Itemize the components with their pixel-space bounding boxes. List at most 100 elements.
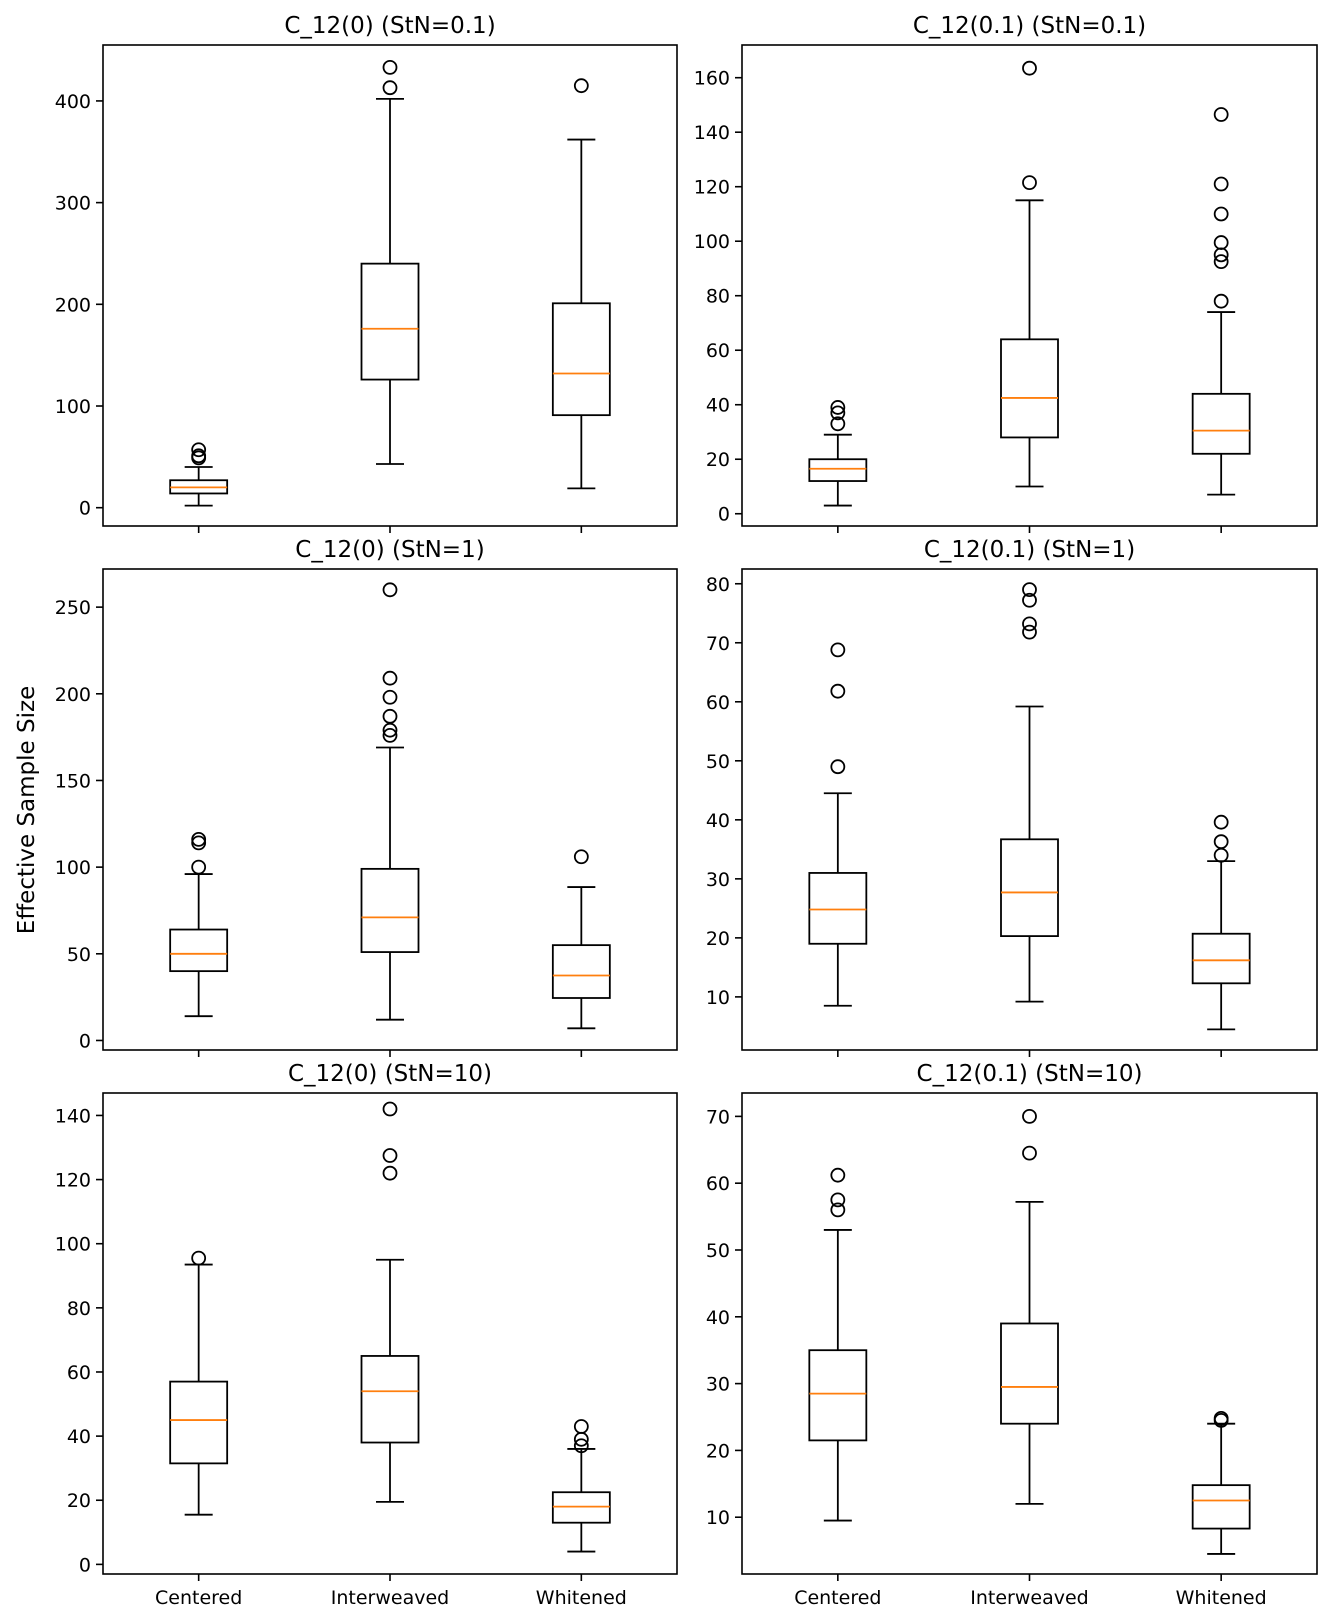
box-interweaved: [1000, 582, 1059, 1003]
y-tick-label: 250: [55, 597, 91, 619]
box-iqr: [1000, 1322, 1059, 1425]
y-tick-label: 50: [67, 944, 91, 966]
outlier-point: [191, 832, 207, 847]
y-tick-label: 10: [706, 1507, 730, 1529]
y-tick-label: 70: [706, 633, 730, 655]
outlier-point: [1022, 616, 1037, 632]
outlier-point: [1213, 107, 1229, 122]
outlier-point: [1213, 834, 1229, 850]
outlier-point: [1213, 176, 1229, 192]
y-tick-label: 50: [706, 1240, 730, 1262]
outlier-point: [191, 448, 207, 464]
outlier-point: [1022, 60, 1037, 76]
axes-frame: [741, 44, 1318, 527]
x-tick-label: Interweaved: [970, 1587, 1088, 1609]
box-centered: [808, 400, 868, 507]
x-tick-label: Whitened: [1176, 1587, 1267, 1609]
y-tick-label: 40: [706, 395, 730, 417]
panel-title: C_12(0) (StN=0.1): [284, 13, 495, 39]
box-iqr: [551, 944, 611, 999]
outlier-point: [1022, 1145, 1037, 1161]
outlier-point: [382, 689, 398, 705]
box-iqr: [1000, 838, 1059, 937]
box-whitened: [1191, 1410, 1251, 1555]
y-tick-label: 0: [718, 504, 730, 526]
y-tick-label: 0: [79, 1030, 91, 1052]
box-iqr: [1191, 392, 1251, 455]
x-tick-label: Whitened: [536, 1587, 627, 1609]
panel-4: C_12(0.1) (StN=1) 10 20 30 40 50 60 70 80: [706, 537, 1318, 1057]
box-whitened: [551, 849, 611, 1030]
y-tick-label: 40: [67, 1426, 91, 1448]
outlier-point: [1022, 175, 1037, 191]
box-whitened: [1191, 107, 1251, 496]
panel-title: C_12(0.1) (StN=10): [917, 1061, 1143, 1087]
panels: C_12(0) (StN=0.1)0100200300400C_12(0.1) …: [55, 13, 1318, 1609]
box-interweaved: [1000, 1108, 1059, 1505]
panel-1: C_12(0) (StN=0.1) 0 100 200 300 400: [55, 13, 678, 533]
y-tick-label: 80: [706, 574, 730, 596]
y-tick-label: 300: [55, 193, 91, 215]
outlier-point: [382, 80, 398, 96]
panel-title: C_12(0) (StN=1): [295, 537, 484, 563]
outlier-point: [830, 405, 846, 421]
outlier-point: [382, 59, 398, 75]
outlier-point: [830, 683, 846, 699]
y-tick-label: 40: [706, 810, 730, 832]
outlier-point: [1022, 1108, 1037, 1124]
y-tick-label: 60: [706, 340, 730, 362]
panel-2: C_12(0.1) (StN=0.1) 0 20 40 60 80 100 120 140 160: [694, 13, 1318, 533]
y-tick-label: 10: [706, 987, 730, 1009]
box-iqr: [808, 1349, 868, 1442]
panel-3: C_12(0) (StN=1) 0 50 100 150 200 250: [55, 537, 678, 1057]
box-iqr: [1191, 1484, 1251, 1530]
outlier-point: [830, 1192, 846, 1208]
box-centered: [169, 442, 229, 507]
outlier-point: [573, 1419, 589, 1434]
y-tick-label: 20: [706, 1440, 730, 1462]
panel-title: C_12(0.1) (StN=0.1): [913, 13, 1146, 39]
outlier-point: [1022, 592, 1037, 608]
box-whitened: [551, 78, 611, 490]
panel-5: C_12(0) (StN=10) 0 20 40 60 80 100 120 140 Center…: [55, 1061, 678, 1609]
outlier-point: [573, 849, 589, 865]
y-tick-label: 120: [694, 177, 730, 199]
outlier-point: [830, 1167, 846, 1183]
outlier-point: [382, 1148, 398, 1163]
box-iqr: [808, 872, 868, 945]
y-tick-label: 20: [706, 449, 730, 471]
y-tick-label: 70: [706, 1106, 730, 1128]
box-interweaved: [1000, 60, 1059, 488]
axes-frame: [741, 568, 1318, 1051]
box-whitened: [1191, 814, 1251, 1031]
outlier-point: [382, 670, 398, 686]
y-tick-label: 140: [55, 1105, 91, 1127]
outlier-point: [830, 1202, 846, 1218]
box-centered: [169, 832, 229, 1018]
box-iqr: [169, 1380, 229, 1465]
y-tick-label: 0: [79, 498, 91, 520]
box-centered: [169, 1250, 229, 1516]
axes-frame: [102, 568, 678, 1051]
outlier-point: [382, 728, 398, 743]
y-tick-label: 60: [706, 692, 730, 714]
box-interweaved: [360, 59, 420, 465]
outlier-point: [1022, 582, 1037, 598]
y-tick-label: 60: [67, 1362, 91, 1384]
box-iqr: [551, 302, 611, 417]
y-axis-label: Effective Sample Size: [14, 686, 40, 934]
y-tick-label: 100: [55, 857, 91, 879]
box-iqr: [808, 458, 868, 482]
box-iqr: [1000, 338, 1059, 439]
y-tick-label: 160: [694, 68, 730, 90]
y-tick-label: 140: [694, 122, 730, 144]
outlier-point: [1213, 206, 1229, 222]
outlier-point: [382, 1101, 398, 1117]
panel-title: C_12(0) (StN=10): [288, 1061, 492, 1087]
y-tick-label: 30: [706, 869, 730, 891]
box-iqr: [360, 867, 420, 953]
panel-title: C_12(0.1) (StN=1): [924, 537, 1135, 563]
outlier-point: [830, 759, 846, 775]
